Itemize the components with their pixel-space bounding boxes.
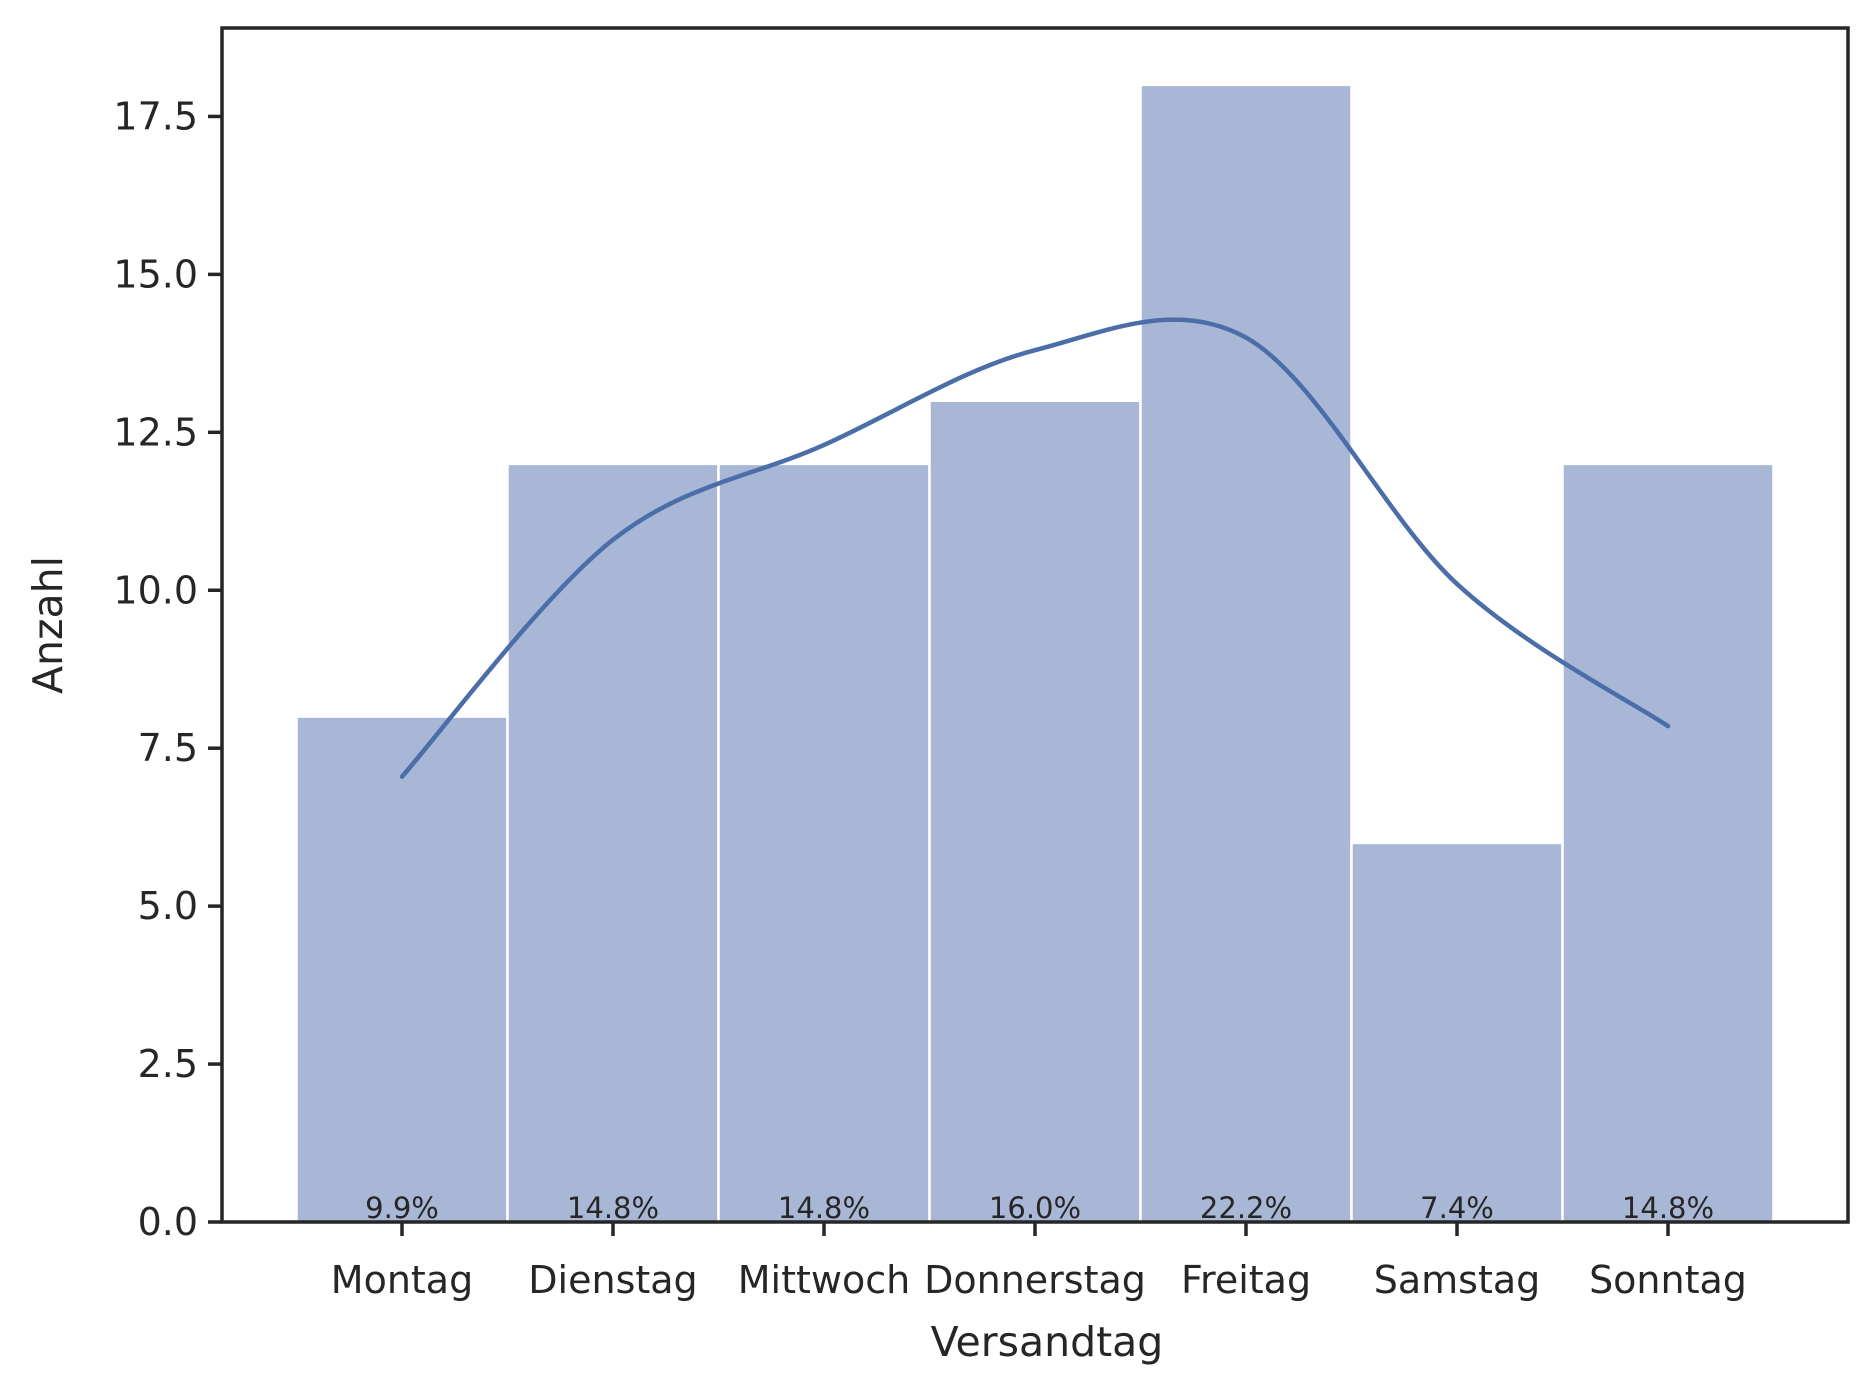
y-tick-label: 10.0 (113, 568, 198, 612)
percent-label: 7.4% (1420, 1191, 1494, 1225)
bar-mittwoch (717, 462, 931, 1224)
percent-label: 14.8% (778, 1191, 870, 1225)
bar-donnerstag (928, 399, 1142, 1224)
y-axis: 0.0 2.5 5.0 7.5 10.0 12.5 15.0 17.5 (113, 94, 222, 1244)
percent-label: 22.2% (1200, 1191, 1292, 1225)
kde-group (399, 317, 1671, 779)
x-tick-label: Mittwoch (738, 1258, 910, 1302)
kde-line (399, 317, 1671, 779)
x-tick-label: Samstag (1374, 1258, 1541, 1302)
x-tick-label: Dienstag (528, 1258, 697, 1302)
bar-samstag (1350, 841, 1564, 1224)
percent-label: 9.9% (365, 1191, 439, 1225)
x-tick-label: Freitag (1181, 1258, 1311, 1302)
y-tick-label: 2.5 (138, 1042, 198, 1086)
x-tick-label: Montag (331, 1258, 473, 1302)
bar-freitag (1139, 83, 1353, 1224)
percent-label: 14.8% (1622, 1191, 1714, 1225)
percent-label: 16.0% (989, 1191, 1081, 1225)
x-axis: Montag Dienstag Mittwoch Donnerstag Freitag S… (331, 1222, 1747, 1302)
x-axis-title: Versandtag (931, 1318, 1164, 1366)
y-tick-label: 12.5 (113, 410, 198, 454)
percent-label: 14.8% (567, 1191, 659, 1225)
y-axis-title: Anzahl (24, 556, 72, 694)
x-tick-label: Donnerstag (924, 1258, 1146, 1302)
y-tick-label: 7.5 (138, 726, 198, 770)
bars-group (295, 83, 1775, 1224)
y-tick-label: 15.0 (113, 252, 198, 296)
percent-labels-group: 9.9% 14.8% 14.8% 16.0% 22.2% 7.4% 14.8% (365, 1191, 1714, 1225)
bar-montag (295, 715, 509, 1224)
y-tick-label: 0.0 (138, 1200, 198, 1244)
bar-dienstag (506, 462, 720, 1224)
y-tick-label: 5.0 (138, 884, 198, 928)
bar-sonntag (1561, 462, 1775, 1224)
y-tick-label: 17.5 (113, 94, 198, 138)
x-tick-label: Sonntag (1589, 1258, 1747, 1302)
